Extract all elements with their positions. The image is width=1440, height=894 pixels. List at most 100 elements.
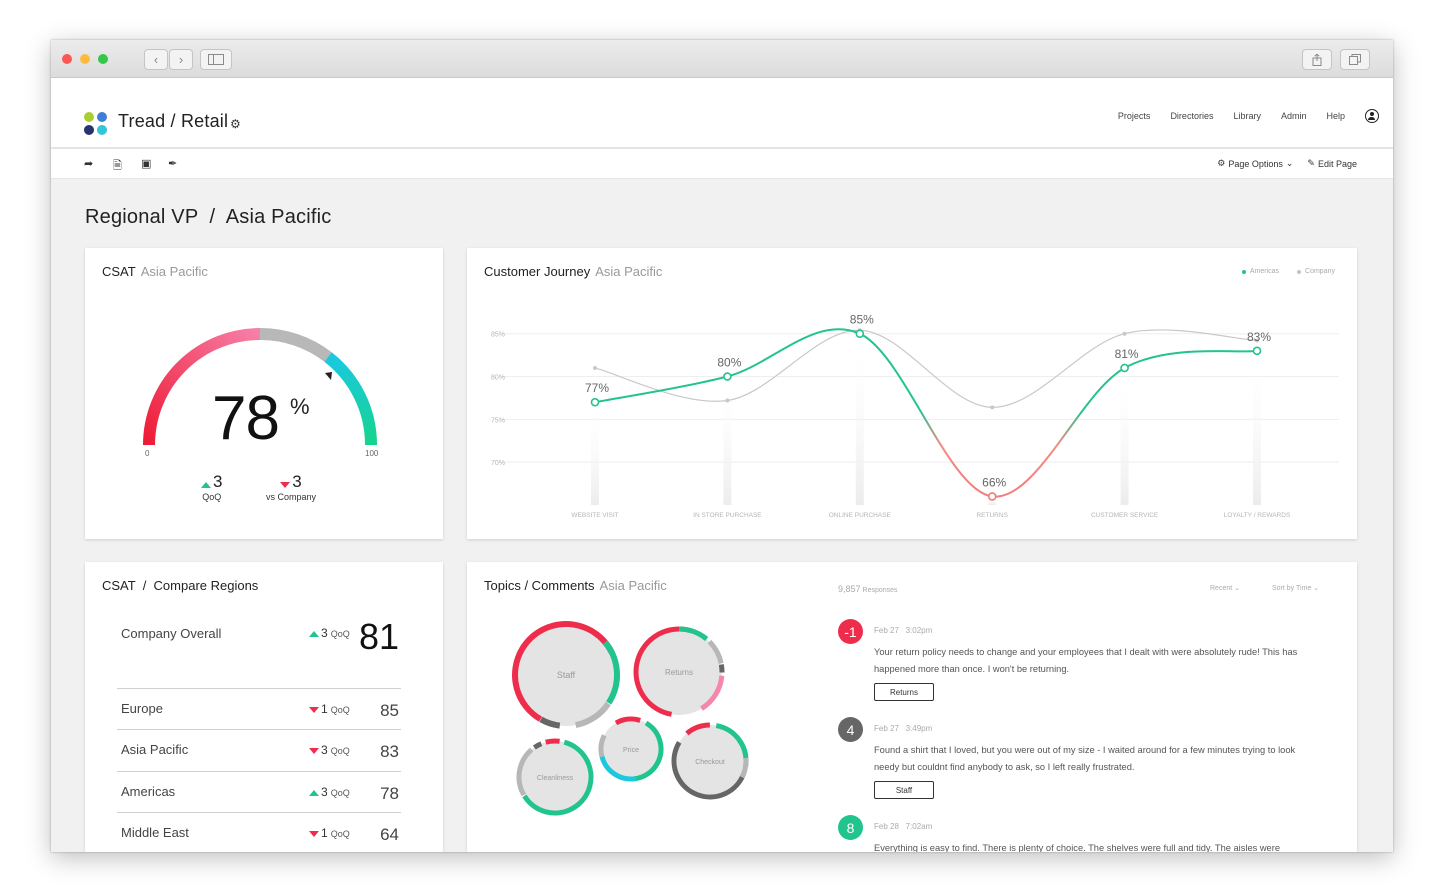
qoq-label: QoQ — [330, 788, 350, 798]
chevron-down-icon: ⌄ — [1285, 158, 1294, 168]
browser-window: ‹ › Tread / Retail ⚙ Projects Directorie… — [51, 40, 1393, 852]
csat-unit: % — [290, 394, 310, 419]
chevron-right-icon: › — [178, 52, 184, 67]
comment-tag-button[interactable]: Returns — [874, 683, 934, 701]
qoq-label: QoQ — [330, 746, 350, 756]
x-category-label: CUSTOMER SERVICE — [1091, 512, 1159, 519]
user-account-icon[interactable] — [1365, 109, 1379, 123]
bubble-checkout-label: Checkout — [695, 759, 725, 766]
region-delta: 1 QoQ — [309, 702, 350, 716]
csat-vs-label: vs Company — [266, 492, 317, 502]
edit-page-button[interactable]: ✎ Edit Page — [1307, 158, 1357, 169]
bubble-cleanliness[interactable]: Cleanliness — [505, 727, 605, 827]
app-title: Tread / Retail — [118, 111, 229, 131]
chevron-down-icon: ⌄ — [1234, 585, 1241, 592]
company-overall-score: 81 — [358, 616, 399, 657]
comment-item: 4 Feb 27 3:49pm Found a shirt that I lov… — [838, 717, 1298, 807]
data-label: 66% — [982, 475, 1006, 489]
legend-company[interactable]: Company — [1297, 268, 1335, 275]
nav-help[interactable]: Help — [1326, 111, 1345, 121]
region-row-americas[interactable]: Americas 3 QoQ 78 — [117, 771, 401, 812]
down-arrow-icon — [309, 706, 319, 713]
nav-library[interactable]: Library — [1233, 111, 1261, 121]
csat-vs-company-stat: 3 vs Company — [266, 472, 316, 502]
y-tick-label: 70% — [491, 460, 505, 467]
gauge-min-label: 0 — [145, 449, 150, 458]
csat-card: CSAT Asia Pacific 78 % 0 100 3 QoQ — [85, 248, 443, 539]
bubble-price[interactable]: Price — [590, 708, 672, 790]
region-delta-value: 1 — [321, 826, 328, 840]
share-arrow-icon[interactable]: ➦ — [84, 158, 94, 170]
comment-tag-button[interactable]: Staff — [874, 781, 934, 799]
responses-count-value: 9,857 — [838, 584, 861, 594]
journey-title: Customer Journey — [484, 264, 591, 279]
region-name: Americas — [121, 784, 176, 799]
region-row-asia-pacific[interactable]: Asia Pacific 3 QoQ 83 — [117, 729, 401, 770]
maximize-window-button[interactable] — [98, 54, 108, 64]
csat-subtitle: Asia Pacific — [140, 264, 208, 279]
bubble-cleanliness-label: Cleanliness — [537, 775, 574, 782]
x-category-label: RETURNS — [976, 512, 1008, 519]
qoq-label: QoQ — [330, 705, 350, 715]
region-delta: 3 QoQ — [309, 743, 350, 757]
nav-admin[interactable]: Admin — [1280, 111, 1307, 121]
sort-filter-label: Sort by Time — [1272, 585, 1312, 592]
series-point-company — [725, 398, 730, 403]
back-button[interactable]: ‹ — [144, 49, 168, 70]
minimize-window-button[interactable] — [80, 54, 90, 64]
responses-label: Responses — [862, 587, 898, 594]
nav-projects[interactable]: Projects — [1117, 111, 1151, 121]
bubble-checkout[interactable]: Checkout — [659, 710, 760, 811]
gauge-arc-neutral — [259, 327, 332, 362]
series-point-company — [593, 365, 597, 370]
series-point-americas — [1252, 346, 1262, 356]
forward-button[interactable]: › — [169, 49, 193, 70]
brush-icon[interactable]: ✒ — [168, 158, 178, 170]
journey-bar — [723, 376, 732, 505]
comment-score-badge: 4 — [838, 717, 863, 742]
region-delta-value: 3 — [321, 743, 328, 757]
region-name: Middle East — [121, 825, 189, 840]
y-tick-label: 80% — [491, 375, 505, 382]
main-nav: Projects Directories Library Admin Help — [1118, 109, 1379, 123]
recent-filter-dropdown[interactable]: Recent ⌄ — [1210, 584, 1240, 592]
topics-card-title: Topics / Comments Asia Pacific — [484, 578, 667, 593]
sort-by-time-dropdown[interactable]: Sort by Time ⌄ — [1272, 584, 1319, 592]
x-category-label: LOYALTY / REWARDS — [1224, 512, 1291, 519]
export-icon[interactable]: ▣ — [141, 158, 152, 170]
down-arrow-icon — [309, 747, 319, 754]
region-row-middle-east[interactable]: Middle East 1 QoQ 64 — [117, 812, 401, 852]
close-window-button[interactable] — [62, 54, 72, 64]
journey-card-title: Customer Journey Asia Pacific — [484, 264, 662, 279]
region-delta: 3 QoQ — [309, 785, 350, 799]
region-row-europe[interactable]: Europe 1 QoQ 85 — [117, 688, 401, 729]
up-arrow-icon — [309, 630, 319, 637]
legend-americas[interactable]: Americas — [1241, 268, 1279, 275]
journey-bar — [855, 333, 864, 505]
csat-qoq-value: 3 — [213, 472, 223, 491]
share-button[interactable] — [1302, 49, 1332, 70]
comment-text: Your return policy needs to change and y… — [874, 647, 1298, 674]
nav-directories[interactable]: Directories — [1170, 111, 1214, 121]
company-overall-row: Company Overall 3 QoQ 81 — [117, 610, 401, 688]
x-category-label: IN STORE PURCHASE — [693, 512, 762, 519]
comment-text: Found a shirt that I loved, but you were… — [874, 745, 1296, 772]
region-delta: 1 QoQ — [309, 826, 350, 840]
csat-value: 78 — [212, 384, 280, 453]
document-icon[interactable]: 🗎 — [113, 160, 122, 172]
bubble-returns[interactable]: Returns — [618, 611, 740, 733]
customer-journey-card: Customer Journey Asia Pacific Americas Co… — [467, 248, 1357, 539]
page-title: Regional VP / Asia Pacific — [85, 206, 332, 228]
bubble-price-label: Price — [623, 747, 639, 754]
company-overall-name: Company Overall — [121, 626, 222, 641]
csat-vs-value: 3 — [292, 472, 302, 491]
region-score: 78 — [380, 784, 399, 803]
app-header: Tread / Retail ⚙ Projects Directories Li… — [51, 78, 1393, 148]
browser-titlebar: ‹ › — [51, 40, 1393, 78]
page-options-button[interactable]: ⚙ Page Options ⌄ — [1217, 158, 1293, 169]
app-logo[interactable] — [84, 112, 108, 136]
tabs-button[interactable] — [1340, 49, 1370, 70]
edit-page-label: Edit Page — [1317, 158, 1357, 169]
app-settings-gear-icon[interactable]: ⚙ — [230, 117, 241, 131]
sidebar-toggle-button[interactable] — [200, 49, 232, 70]
